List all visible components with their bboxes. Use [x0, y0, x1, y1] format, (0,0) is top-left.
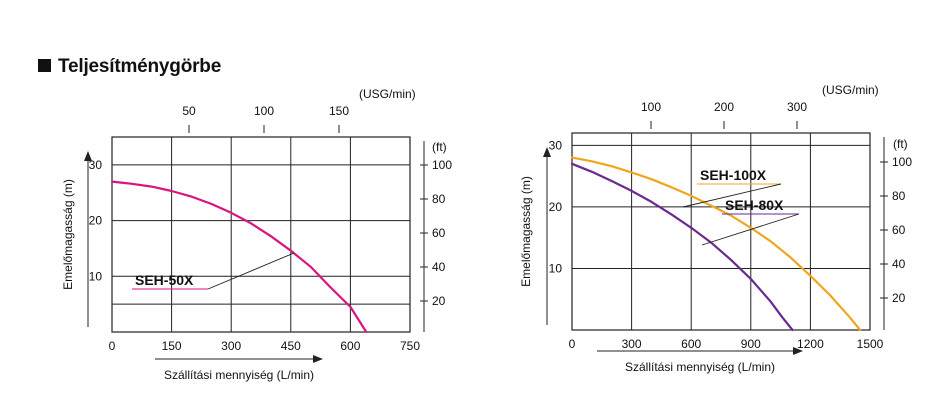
- y-tick-label: 30: [549, 138, 563, 152]
- series-line-seh-50x: [110, 180, 368, 334]
- series-line-seh-100x: [570, 156, 862, 332]
- top-axis-tick-label: 150: [329, 104, 349, 118]
- series-label-seh-80x: SEH-80X: [725, 197, 784, 213]
- y-axis-arrow-head: [84, 151, 92, 161]
- right-axis-tick-label: 60: [892, 223, 906, 237]
- series-label-seh-50x: SEH-50X: [135, 272, 194, 288]
- black-square-icon: [38, 59, 51, 72]
- x-tick-label: 300: [622, 337, 642, 351]
- top-axis-label: (USG/min): [822, 83, 879, 97]
- top-axis-label: (USG/min): [359, 87, 416, 101]
- x-tick-label: 0: [569, 337, 576, 351]
- x-axis-label: Szállítási mennyiség (L/min): [625, 360, 775, 374]
- x-tick-label: 0: [109, 339, 116, 353]
- chart-1: 0 150 300 450 600 750 10 20 30 50 100 150 (USG/min) 2…: [61, 87, 452, 382]
- right-axis-tick-label: 20: [892, 291, 906, 305]
- y-tick-label: 10: [89, 269, 103, 283]
- chart-2: 0 300 600 900 1200 1500 10 20 30 100 200 300 (USG/mi…: [519, 83, 912, 374]
- x-tick-label: 150: [162, 339, 182, 353]
- x-axis-arrow-head: [793, 347, 803, 355]
- top-axis-tick-label: 100: [254, 104, 274, 118]
- right-axis-tick-label: 40: [892, 257, 906, 271]
- plot-frame: [571, 132, 871, 331]
- right-axis-tick-label: 60: [432, 226, 446, 240]
- x-tick-label: 300: [221, 339, 241, 353]
- y-tick-label: 10: [549, 261, 563, 275]
- x-tick-label: 900: [741, 337, 761, 351]
- right-axis-tick-label: 20: [432, 294, 446, 308]
- series-line-seh-80x: [570, 162, 794, 332]
- y-tick-label: 20: [549, 200, 563, 214]
- x-tick-label: 450: [281, 339, 301, 353]
- x-axis-label: Szállítási mennyiség (L/min): [164, 368, 314, 382]
- y-tick-label: 20: [89, 214, 103, 228]
- top-axis-tick-label: 200: [714, 100, 734, 114]
- x-tick-label: 1200: [797, 337, 824, 351]
- top-axis-tick-label: 100: [641, 100, 661, 114]
- right-axis-tick-label: 80: [892, 189, 906, 203]
- x-tick-label: 600: [340, 339, 360, 353]
- y-axis-label: Emelőmagasság (m): [519, 176, 533, 287]
- series-leader-line: [701, 213, 800, 246]
- top-axis-tick-label: 300: [787, 100, 807, 114]
- plot-frame: [111, 136, 411, 333]
- right-axis-tick-label: 100: [432, 158, 452, 172]
- right-axis-label: (ft): [893, 137, 908, 151]
- y-axis-label: Emelőmagasság (m): [61, 179, 75, 290]
- page-title-text: Teljesítménygörbe: [58, 56, 222, 77]
- right-axis-label: (ft): [432, 140, 447, 154]
- page-title: Teljesítménygörbe: [38, 56, 221, 78]
- series-leader-line: [682, 183, 782, 208]
- y-tick-label: 30: [89, 158, 103, 172]
- x-tick-label: 600: [681, 337, 701, 351]
- right-axis-tick-label: 100: [892, 155, 912, 169]
- series-leader-line: [207, 252, 295, 290]
- y-axis-arrow-head: [543, 147, 551, 157]
- series-label-seh-100x: SEH-100X: [700, 167, 767, 183]
- x-axis-arrow-head: [313, 355, 323, 363]
- top-axis-tick-label: 50: [182, 104, 196, 118]
- x-tick-label: 1500: [857, 337, 884, 351]
- right-axis-tick-label: 40: [432, 260, 446, 274]
- x-tick-label: 750: [400, 339, 420, 353]
- right-axis-tick-label: 80: [432, 192, 446, 206]
